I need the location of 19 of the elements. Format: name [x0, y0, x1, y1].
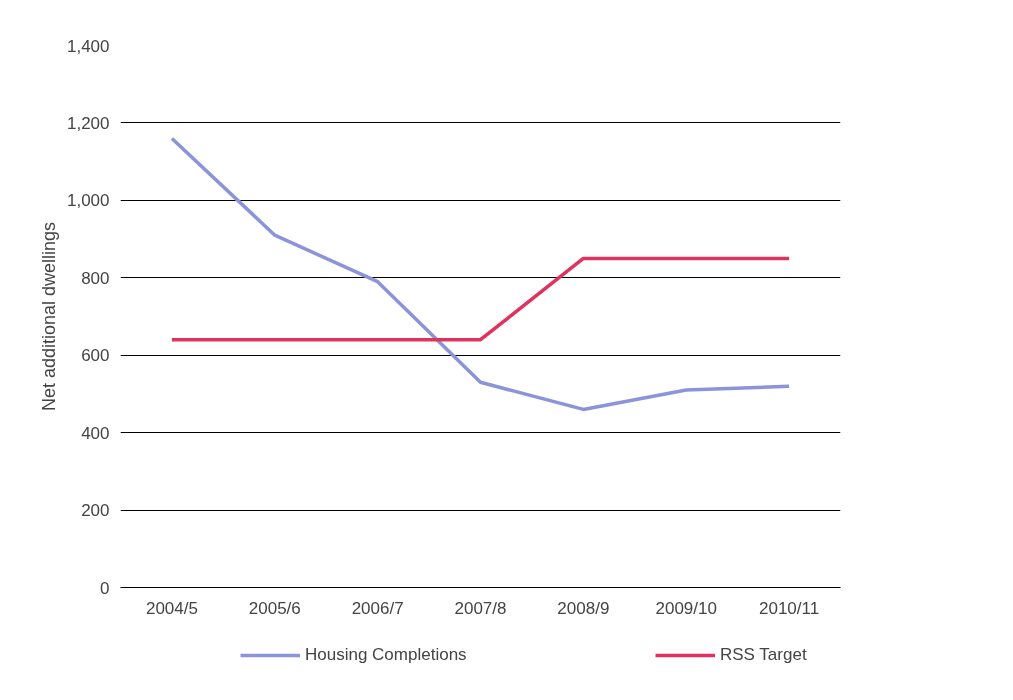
y-tick-label: 0: [100, 578, 110, 598]
x-tick-label: 2004/5: [145, 598, 198, 618]
y-tick-label: 1,000: [66, 191, 110, 211]
line-series: [170, 136, 791, 412]
x-tick-label: 2007/8: [454, 598, 507, 618]
x-tick-label: 2010/11: [758, 598, 820, 618]
x-tick-label: 2006/7: [351, 598, 404, 618]
y-axis-title: Net additional dwellings: [38, 221, 59, 412]
y-tick-label: 200: [81, 501, 110, 521]
y-tick-label: 400: [81, 423, 110, 443]
x-tick-label: 2008/9: [557, 598, 610, 618]
x-tick-label: 2005/6: [248, 598, 301, 618]
y-tick-label: 600: [81, 346, 110, 366]
x-tick-label: 2009/10: [655, 598, 717, 618]
y-tick-label: 1,400: [66, 36, 110, 56]
legend-label: RSS Target: [720, 645, 808, 665]
y-tick-label: 1,200: [66, 113, 110, 133]
y-tick-label: 800: [81, 268, 110, 288]
legend-label: Housing Completions: [305, 645, 468, 665]
